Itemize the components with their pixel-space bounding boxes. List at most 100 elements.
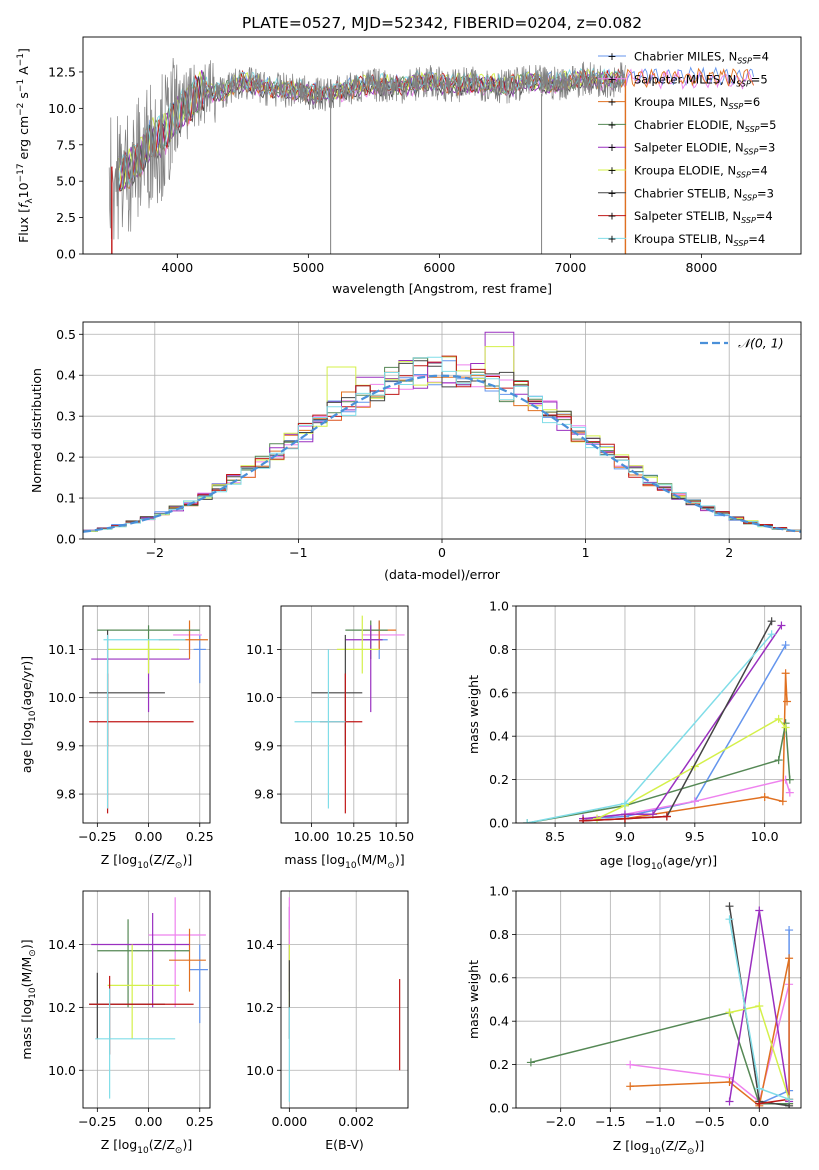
y-tick-label: 0.1 [56, 491, 76, 506]
legend-label: Kroupa ELODIE, NSSP=4 [634, 164, 768, 180]
legend-label: Kroupa STELIB, NSSP=4 [634, 232, 765, 248]
label-part: )] [182, 852, 192, 867]
y-tick-label: 10.0 [48, 690, 76, 705]
xlabel-axis-label: Z [log10(Z/Z⊙)] [101, 852, 192, 871]
y-tick-label: 10.0 [48, 101, 76, 116]
label-subscript: 10 [28, 710, 38, 722]
label-part: Kroupa MILES, N [634, 95, 729, 109]
weight-marker [785, 926, 794, 935]
label-part: Z [log [101, 852, 137, 867]
weight-line [583, 644, 787, 820]
label-part: s [16, 92, 31, 103]
weight-line [527, 633, 773, 823]
y-tick-label: 10.1 [48, 642, 76, 657]
weight-marker [783, 697, 792, 706]
label-part: ] [16, 48, 31, 53]
clip_weight_vs_age-plot-area [523, 617, 794, 823]
label-part: mass [log [19, 999, 34, 1060]
weight_vs_age-axes: 8.5 9.0 9.5 10.0 0.0 0.2 0.4 0.6 0.8 1.0 [489, 599, 801, 844]
label-subscript: ⊙ [28, 949, 38, 957]
mass_vs_EBV-frame [280, 890, 409, 1109]
weight-marker [755, 1084, 764, 1093]
label-part: −17 [16, 163, 26, 182]
y-tick-label: 0.6 [489, 970, 509, 985]
x-tick-label: 8.5 [545, 829, 565, 844]
legend-label: Chabrier STELIB, NSSP=3 [634, 186, 774, 202]
y-tick-label: 10.0 [246, 690, 274, 705]
weight-marker [725, 1008, 734, 1017]
x-tick-label: −1.5 [595, 1114, 625, 1129]
legend-marker: + [607, 141, 616, 154]
y-tick-label: 0.4 [489, 1014, 509, 1029]
weight-marker [774, 714, 783, 723]
legend-marker: + [607, 73, 616, 86]
weight-marker [781, 669, 790, 678]
label-part: (Z/Z [661, 1138, 687, 1153]
y-tick-label: 0.0 [56, 247, 76, 262]
label-part: Kroupa ELODIE, N [634, 164, 736, 178]
y-axis-label: Flux [fλ10−17 erg cm−2 s−1 A−1] [16, 48, 35, 243]
weight-marker [755, 1099, 764, 1108]
age_vs_Z-axes: −0.25 0.00 0.25 9.8 9.9 10.0 10.1 [48, 606, 214, 844]
legend-label: Chabrier ELODIE, NSSP=5 [634, 118, 776, 134]
legend-label: Kroupa MILES, NSSP=6 [634, 95, 760, 111]
y-tick-label: 0.2 [56, 450, 76, 465]
weight-marker [785, 1095, 794, 1104]
x-tick-label: 8000 [686, 260, 718, 275]
clip_age_vs_Z-plot-area [89, 620, 208, 814]
label-part: −1 [16, 79, 26, 92]
x-tick-label: 0.00 [135, 829, 163, 844]
weight-marker [725, 1097, 734, 1106]
label-part: )] [19, 939, 34, 949]
x-tick-label: 9.5 [685, 829, 705, 844]
weight-marker [785, 788, 794, 797]
label-part: =6 [743, 95, 760, 109]
legend-marker: + [607, 164, 616, 177]
label-part: Salpeter ELODIE, N [634, 141, 744, 155]
legend-marker: + [607, 187, 616, 200]
label-part: (age/yr)] [662, 853, 717, 868]
y-tick-label: 0.0 [489, 1101, 509, 1116]
label-part: age [log [19, 722, 34, 773]
weight-marker [781, 641, 790, 650]
y-tick-label: 0.8 [489, 927, 509, 942]
weight-marker [755, 1002, 764, 1011]
clipRes-plot-area [83, 331, 801, 533]
weight-marker [755, 906, 764, 915]
label-part: Z [log [101, 1137, 137, 1152]
x-tick-label: 0.0 [749, 1114, 769, 1129]
weight-marker [725, 902, 734, 911]
weight-marker [620, 799, 629, 808]
x-tick-label: 4000 [161, 260, 193, 275]
x-tick-label: −1 [289, 545, 307, 560]
x-axis-label: (data-model)/error [384, 567, 501, 582]
y-tick-label: 10.4 [48, 937, 76, 952]
weight_vs_Z-frame [515, 890, 802, 1109]
xlabel-axis-label: Z [log10(Z/Z⊙)] [613, 1138, 704, 1157]
legend-marker: + [607, 96, 616, 109]
mass_vs_Z-frame [82, 890, 211, 1109]
legend-label: Salpeter MILES, NSSP=5 [634, 72, 768, 88]
legend-label: Chabrier MILES, NSSP=4 [634, 50, 769, 66]
x-axis-label: wavelength [Angstrom, rest frame] [332, 281, 552, 296]
clip_weight_vs_Z-plot-area [526, 902, 794, 1108]
x-tick-label: −0.25 [78, 1114, 116, 1129]
label-part: =5 [760, 118, 777, 132]
label-part: )] [694, 1138, 704, 1153]
label-subscript: SSP [742, 193, 757, 202]
y-tick-label: 1.0 [489, 884, 509, 899]
weight-marker [774, 756, 783, 765]
x-tick-label: 10.50 [378, 829, 414, 844]
x-tick-label: 10.0 [751, 829, 779, 844]
y-tick-label: 10.1 [246, 642, 274, 657]
label-part: Chabrier ELODIE, N [634, 118, 745, 132]
clip_mass_vs_EBV-plot-area [288, 897, 401, 1102]
weight-line [759, 1098, 790, 1105]
y-tick-label: 0.0 [56, 532, 76, 547]
legend-marker: + [607, 118, 616, 131]
label-part: age [log [600, 853, 651, 868]
x-tick-label: 0.25 [186, 1114, 214, 1129]
x-tick-label: 0.002 [338, 1114, 374, 1129]
y-tick-label: 10.4 [246, 937, 274, 952]
